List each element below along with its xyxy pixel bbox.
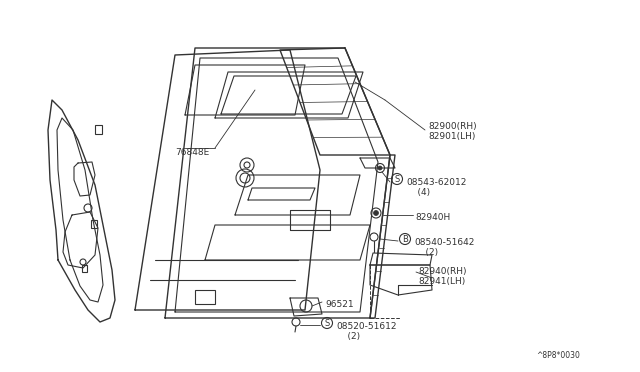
Text: 08520-51612: 08520-51612 bbox=[336, 322, 397, 331]
Circle shape bbox=[374, 211, 378, 215]
Text: S: S bbox=[324, 318, 330, 327]
Text: 96521: 96521 bbox=[325, 300, 354, 309]
Text: 76848E: 76848E bbox=[175, 148, 209, 157]
Text: 82900(RH)
82901(LH): 82900(RH) 82901(LH) bbox=[428, 122, 477, 141]
Text: (2): (2) bbox=[336, 332, 360, 341]
Text: ^8P8*0030: ^8P8*0030 bbox=[536, 351, 580, 360]
Text: (2): (2) bbox=[414, 248, 438, 257]
Text: (4): (4) bbox=[406, 188, 430, 197]
Bar bbox=[95, 125, 102, 134]
Bar bbox=[91, 220, 97, 228]
Text: 08540-51642: 08540-51642 bbox=[414, 238, 474, 247]
Text: 08543-62012: 08543-62012 bbox=[406, 178, 467, 187]
Text: 82940(RH)
82941(LH): 82940(RH) 82941(LH) bbox=[418, 267, 467, 286]
Text: S: S bbox=[394, 174, 399, 183]
Bar bbox=[82, 265, 87, 272]
Text: B: B bbox=[402, 234, 408, 244]
Circle shape bbox=[378, 166, 382, 170]
Text: 82940H: 82940H bbox=[415, 213, 451, 222]
Bar bbox=[195, 290, 215, 304]
